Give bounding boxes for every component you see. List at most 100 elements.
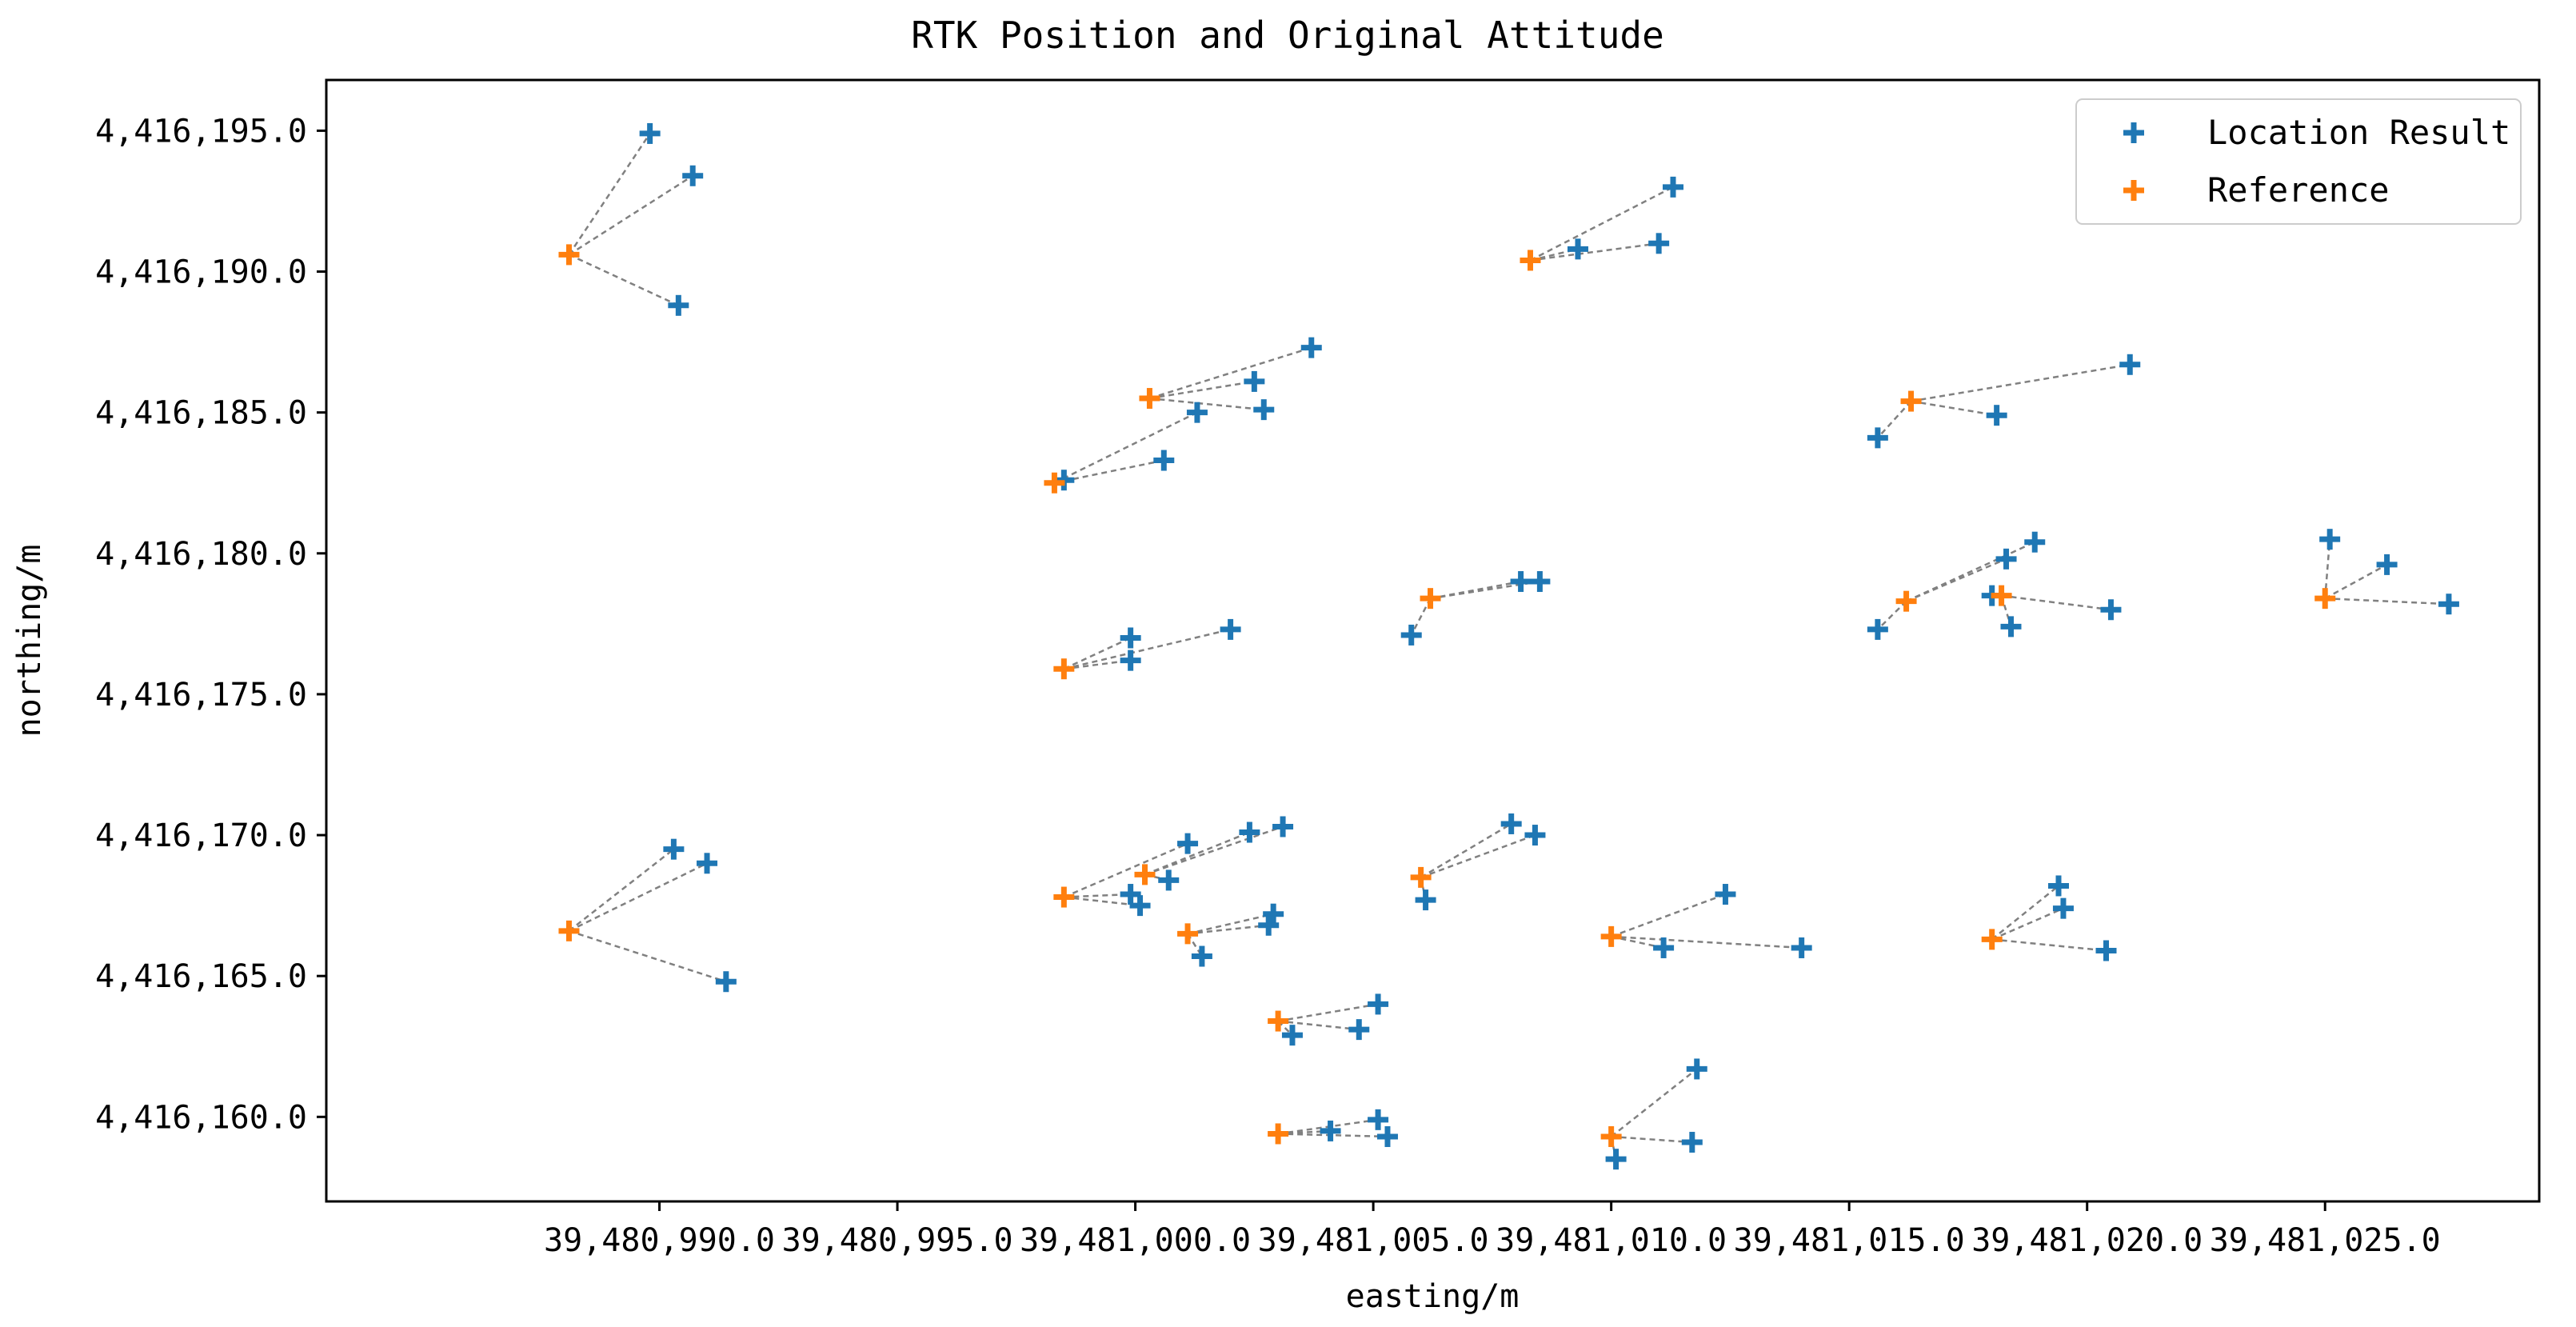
connector-line	[1611, 935, 1802, 949]
connector-line	[1991, 885, 2059, 941]
x-tick-label: 39,480,995.0	[782, 1222, 1013, 1259]
location-point	[1715, 884, 1736, 905]
legend-marker-location	[2123, 122, 2144, 143]
location-point	[1500, 813, 1522, 834]
reference-point	[1410, 866, 1432, 888]
location-point	[1177, 833, 1199, 854]
location-point	[1220, 618, 1241, 640]
legend-label-reference: Reference	[2207, 170, 2390, 210]
x-tick-label: 39,481,005.0	[1258, 1222, 1489, 1259]
reference-point	[1268, 1010, 1289, 1032]
location-point	[2438, 594, 2459, 615]
location-point	[1400, 624, 1422, 646]
location-point	[2052, 897, 2074, 919]
location-point	[1368, 993, 1389, 1015]
location-point	[2024, 531, 2046, 553]
y-tick-label: 4,416,165.0	[95, 958, 307, 995]
location-point	[1415, 889, 1436, 911]
y-tick-label: 4,416,190.0	[95, 254, 307, 291]
location-point	[1153, 450, 1175, 471]
location-point	[2119, 354, 2141, 375]
connector-line	[1187, 913, 1274, 935]
reference-point	[1520, 250, 1541, 271]
location-point	[1320, 1120, 1341, 1141]
connector-line	[1144, 831, 1250, 876]
y-axis-label: northing/m	[11, 545, 48, 737]
location-point	[2100, 599, 2122, 621]
reference-point	[1044, 472, 1065, 494]
location-point	[1272, 816, 1294, 837]
connector-line	[1063, 842, 1188, 898]
location-point	[715, 971, 737, 993]
location-point	[2047, 875, 2069, 897]
x-tick-label: 39,481,010.0	[1496, 1222, 1727, 1259]
y-tick-label: 4,416,180.0	[95, 536, 307, 573]
location-point	[2095, 940, 2117, 961]
connector-line	[1876, 600, 1907, 630]
location-point	[1239, 821, 1260, 843]
legend-marker-reference	[2123, 180, 2144, 201]
location-point	[1191, 945, 1212, 967]
plot-marks	[558, 122, 2459, 1170]
connector-line	[1420, 833, 1536, 879]
location-point	[1186, 402, 1208, 423]
location-point	[1376, 1125, 1398, 1147]
connector-line	[568, 254, 679, 306]
location-point	[1605, 1149, 1627, 1170]
connector-line	[569, 929, 727, 983]
connector-line	[1277, 1003, 1379, 1022]
connector-line	[1144, 825, 1284, 876]
location-point	[1686, 1058, 1707, 1080]
connector-line	[1610, 1068, 1698, 1137]
location-point	[1158, 869, 1180, 891]
location-point	[1300, 337, 1322, 358]
reference-point	[1895, 590, 1917, 612]
reference-point	[1600, 1125, 1622, 1147]
location-point	[639, 122, 661, 144]
connector-line	[1911, 400, 1997, 417]
connector-line	[1911, 363, 2131, 402]
y-tick-label: 4,416,160.0	[95, 1099, 307, 1136]
location-point	[1258, 914, 1280, 936]
connector-line	[2325, 597, 2449, 606]
x-axis-label: easting/m	[1346, 1278, 1520, 1315]
reference-point	[1134, 864, 1156, 885]
reference-point	[1268, 1123, 1289, 1145]
reference-point	[1900, 390, 1922, 412]
connector-line	[1410, 598, 1432, 636]
location-point	[668, 294, 689, 316]
connector-line	[1530, 242, 1659, 262]
connector-line	[1278, 1133, 1388, 1138]
x-tick-label: 39,481,015.0	[1734, 1222, 1965, 1259]
reference-point	[1981, 929, 2003, 950]
connector-line	[1906, 558, 2007, 602]
reference-point	[1177, 923, 1199, 945]
reference-point	[1420, 588, 1441, 610]
location-point	[1995, 548, 2017, 570]
location-point	[1120, 627, 1141, 649]
connector-line	[1149, 397, 1264, 411]
reference-point	[1053, 658, 1075, 680]
x-tick-label: 39,480,990.0	[544, 1222, 775, 1259]
reference-point	[1991, 585, 2012, 606]
location-point	[1348, 1019, 1370, 1041]
location-point	[1567, 238, 1588, 260]
location-point	[1986, 405, 2007, 426]
location-point	[1791, 937, 1812, 958]
location-point	[1263, 903, 1284, 925]
x-tick-label: 39,481,025.0	[2210, 1222, 2441, 1259]
connector-line	[1420, 822, 1512, 878]
connector-line	[1064, 896, 1140, 907]
connector-line	[1064, 628, 1231, 670]
legend-box	[2075, 98, 2522, 225]
y-tick-label: 4,416,170.0	[95, 817, 307, 854]
reference-point	[558, 244, 580, 266]
connector-line	[568, 848, 675, 932]
location-point	[663, 838, 685, 860]
location-point	[2000, 616, 2022, 638]
reference-point	[2314, 588, 2336, 610]
connector-line	[1053, 411, 1198, 484]
location-point	[1663, 176, 1684, 198]
y-tick-label: 4,416,185.0	[95, 395, 307, 432]
